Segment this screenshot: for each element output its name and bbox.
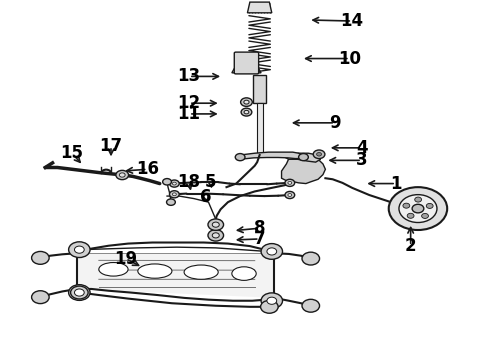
Circle shape (172, 182, 176, 185)
Circle shape (399, 195, 437, 222)
Circle shape (267, 297, 277, 304)
Circle shape (267, 248, 277, 255)
Text: 15: 15 (61, 144, 83, 162)
Ellipse shape (184, 265, 218, 279)
Circle shape (426, 203, 433, 208)
Circle shape (288, 181, 292, 184)
Text: 19: 19 (114, 249, 137, 267)
Circle shape (69, 285, 90, 300)
Circle shape (407, 213, 414, 218)
Circle shape (302, 299, 319, 312)
Polygon shape (232, 68, 261, 73)
Text: 4: 4 (356, 139, 368, 157)
Text: 2: 2 (405, 237, 416, 255)
Text: 10: 10 (338, 50, 361, 68)
Circle shape (116, 170, 128, 180)
Circle shape (261, 293, 283, 309)
Circle shape (235, 154, 245, 161)
Circle shape (285, 179, 294, 186)
Circle shape (167, 199, 175, 205)
Circle shape (69, 242, 90, 257)
Polygon shape (253, 75, 267, 103)
Polygon shape (240, 152, 303, 159)
Text: 16: 16 (136, 160, 159, 178)
Text: 11: 11 (177, 105, 200, 123)
Circle shape (208, 219, 223, 230)
Polygon shape (247, 2, 272, 13)
Circle shape (172, 193, 176, 196)
Circle shape (241, 98, 252, 107)
Ellipse shape (138, 264, 172, 278)
Text: 14: 14 (341, 12, 364, 30)
Circle shape (244, 100, 249, 104)
Circle shape (421, 213, 428, 219)
Circle shape (389, 187, 447, 230)
Text: 9: 9 (329, 114, 341, 132)
Circle shape (74, 289, 84, 296)
Circle shape (415, 197, 421, 202)
FancyBboxPatch shape (234, 52, 259, 74)
Circle shape (208, 230, 223, 241)
Circle shape (170, 180, 179, 187)
Text: 13: 13 (177, 67, 200, 85)
Circle shape (119, 173, 125, 177)
Text: 1: 1 (391, 175, 402, 193)
Polygon shape (77, 253, 274, 298)
Text: 12: 12 (177, 94, 200, 112)
Circle shape (71, 286, 88, 299)
Text: 3: 3 (356, 151, 368, 169)
Circle shape (244, 111, 249, 114)
Text: 5: 5 (205, 173, 217, 191)
Circle shape (31, 291, 49, 303)
Circle shape (163, 179, 172, 185)
Circle shape (241, 108, 252, 116)
Circle shape (31, 251, 49, 264)
Circle shape (412, 204, 424, 213)
Circle shape (302, 252, 319, 265)
Text: 7: 7 (254, 230, 266, 248)
Ellipse shape (232, 267, 256, 280)
Circle shape (285, 192, 294, 199)
Circle shape (74, 246, 84, 253)
Circle shape (170, 191, 179, 198)
Text: 6: 6 (200, 188, 212, 206)
Circle shape (403, 203, 410, 208)
Ellipse shape (99, 262, 128, 276)
Circle shape (313, 150, 325, 158)
Polygon shape (284, 153, 320, 162)
Circle shape (212, 222, 219, 227)
Circle shape (261, 244, 283, 259)
Text: 8: 8 (254, 219, 266, 237)
Text: 18: 18 (177, 173, 200, 191)
Circle shape (261, 300, 278, 313)
Circle shape (317, 153, 321, 156)
Text: 17: 17 (99, 137, 122, 155)
Polygon shape (282, 156, 325, 184)
Circle shape (298, 154, 308, 161)
Circle shape (288, 194, 292, 197)
Circle shape (212, 233, 219, 238)
Polygon shape (257, 103, 263, 155)
